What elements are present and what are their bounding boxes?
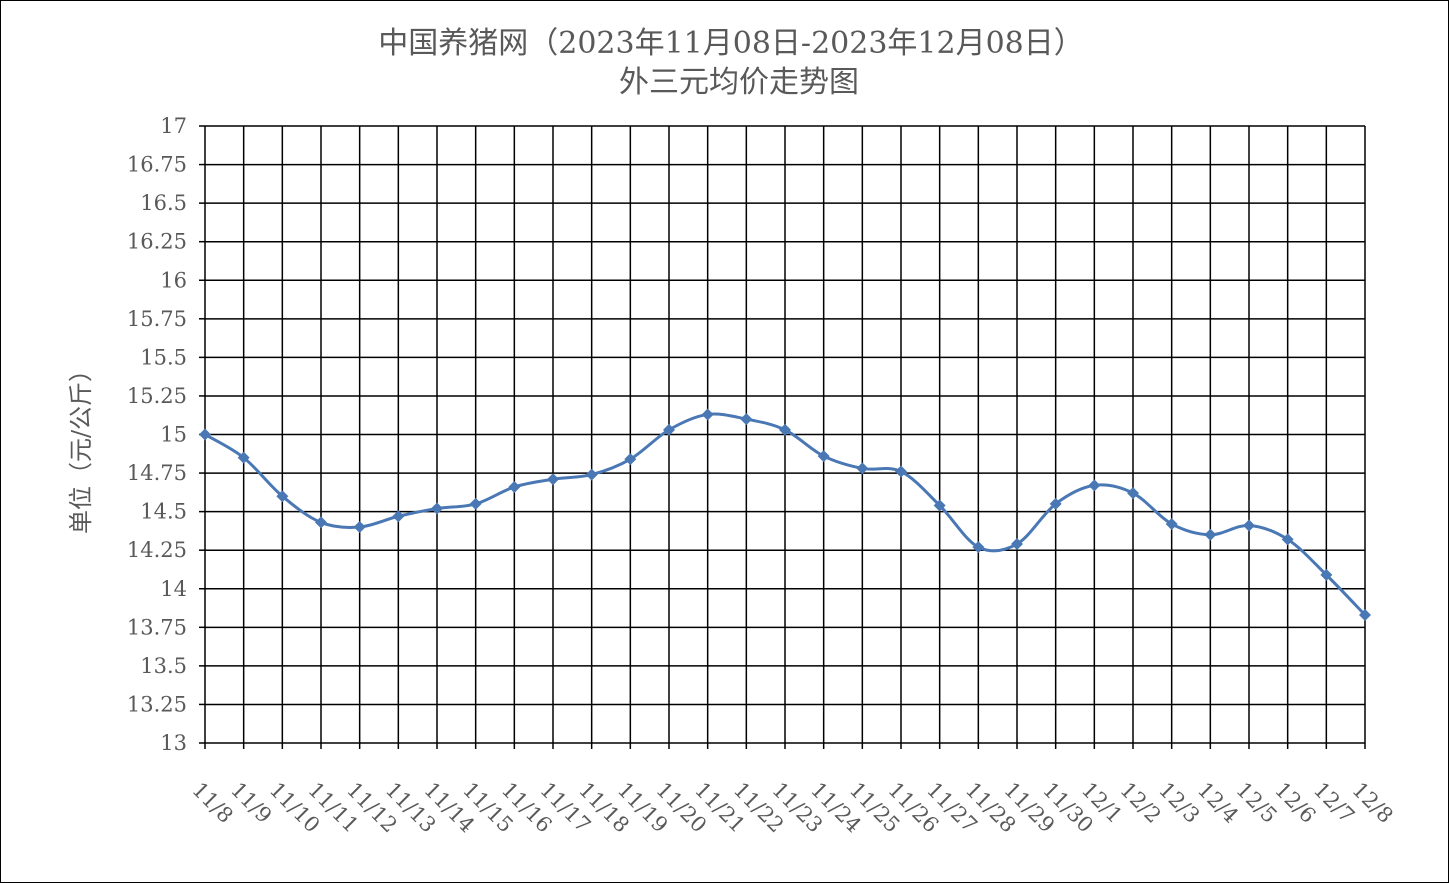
data-point-marker [392,510,405,523]
data-point-marker [1088,479,1101,492]
y-tick-label: 15.5 [140,345,187,369]
y-tick-label: 16.5 [140,191,187,215]
data-point-marker [1127,487,1139,500]
x-tick-label: 12/8 [1347,778,1397,828]
data-point-marker [972,541,985,554]
data-point-marker [585,468,598,481]
y-tick-label: 13.25 [127,692,187,716]
x-tick-label: 12/4 [1193,778,1243,828]
x-tick-label: 12/5 [1231,778,1281,828]
x-tick-label: 12/7 [1309,778,1359,828]
data-point-marker [1204,528,1217,541]
y-tick-label: 13.5 [140,654,187,678]
data-point-marker [1011,538,1023,551]
y-tick-label: 17 [160,114,187,138]
x-axis-ticks: 11/811/911/1011/1111/1211/1311/1411/1511… [187,778,1397,838]
data-point-marker [701,408,714,421]
data-point-marker [353,521,366,534]
series [199,408,1371,621]
y-axis-ticks: 13 13.25 13.5 13.75 14 14.25 14.5 14.75 15 15.25 1… [127,114,187,755]
data-point-marker [624,453,637,466]
data-point-marker [740,413,753,426]
x-tick-label: 11/9 [226,778,276,828]
data-point-marker [779,423,791,436]
chart-title: 中国养猪网（2023年11月08日-2023年12月08日） [378,26,1084,61]
data-point-marker [1281,533,1294,546]
data-point-marker [469,497,482,510]
data-point-marker [276,490,289,503]
data-point-marker [508,480,521,493]
chart-subtitle: 外三元均价走势图 [619,65,859,100]
data-point-marker [547,473,559,486]
x-tick-label: 12/3 [1154,778,1204,828]
data-point-marker [856,462,869,475]
y-tick-label: 13 [160,731,187,755]
y-tick-label: 13.75 [127,615,187,639]
data-point-marker [1243,519,1255,532]
y-tick-label: 15 [160,423,187,447]
data-point-marker [1165,517,1178,530]
x-tick-label: 12/2 [1115,778,1165,828]
y-tick-label: 14.25 [127,538,187,562]
y-tick-label: 15.25 [127,384,187,408]
y-tick-label: 16.75 [127,153,187,177]
y-tick-label: 14 [160,577,187,601]
y-tick-label: 16 [160,268,187,292]
y-tick-label: 14.75 [127,461,187,485]
data-point-marker [199,428,211,441]
data-point-marker [1320,568,1333,581]
y-axis-label: 单位（元/公斤） [67,358,95,534]
y-tick-label: 16.25 [127,230,187,254]
data-point-marker [663,423,675,436]
x-tick-label: 12/6 [1270,778,1320,828]
data-point-marker [237,451,250,464]
data-point-marker [315,516,327,529]
data-point-marker [933,499,946,512]
data-point-marker [1359,608,1371,621]
data-point-marker [1049,497,1062,510]
data-point-marker [431,502,443,515]
x-tick-label: 11/8 [187,778,237,828]
data-point-marker [817,450,830,463]
y-tick-label: 14.5 [140,500,187,524]
axes [199,125,1366,749]
y-tick-label: 15.75 [127,307,187,331]
data-point-marker [895,465,907,478]
